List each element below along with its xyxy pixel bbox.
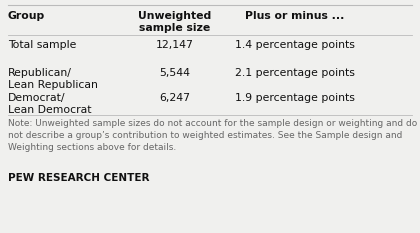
Text: PEW RESEARCH CENTER: PEW RESEARCH CENTER: [8, 173, 150, 183]
Text: Note: Unweighted sample sizes do not account for the sample design or weighting : Note: Unweighted sample sizes do not acc…: [8, 119, 417, 152]
Text: Total sample: Total sample: [8, 40, 76, 50]
Text: Democrat/
Lean Democrat: Democrat/ Lean Democrat: [8, 93, 92, 115]
Text: 1.4 percentage points: 1.4 percentage points: [235, 40, 355, 50]
Text: 1.9 percentage points: 1.9 percentage points: [235, 93, 355, 103]
Text: Group: Group: [8, 11, 45, 21]
Text: Unweighted
sample size: Unweighted sample size: [138, 11, 212, 33]
Text: 5,544: 5,544: [160, 68, 191, 78]
Text: Plus or minus ...: Plus or minus ...: [245, 11, 345, 21]
Text: 6,247: 6,247: [160, 93, 191, 103]
Text: 12,147: 12,147: [156, 40, 194, 50]
Text: Republican/
Lean Republican: Republican/ Lean Republican: [8, 68, 98, 90]
Text: 2.1 percentage points: 2.1 percentage points: [235, 68, 355, 78]
